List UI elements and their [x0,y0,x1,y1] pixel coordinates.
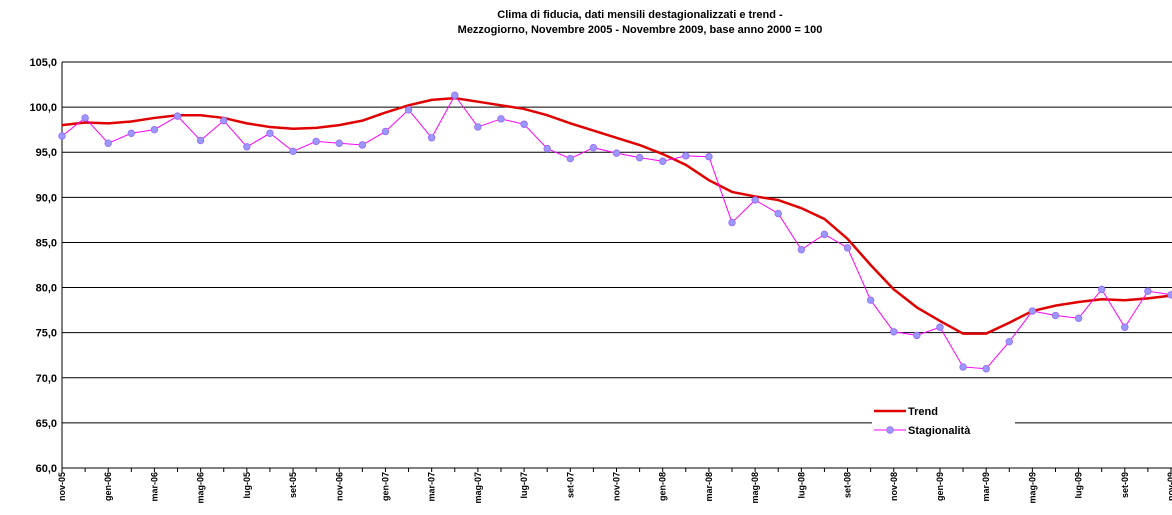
y-tick-label: 75,0 [36,328,57,340]
x-tick-label: lug-05 [242,472,252,499]
x-tick-label: mag-06 [196,472,206,504]
point [404,106,413,114]
x-tick-label: gen-07 [380,472,390,501]
point [589,144,598,152]
point [1121,323,1129,331]
point [312,137,320,146]
x-tick-label: set-05 [288,472,298,498]
point [913,331,921,340]
x-tick-label: mar-08 [704,472,714,502]
point [520,120,528,128]
legend-box [872,402,1015,440]
point [266,129,274,137]
y-tick-label: 65,0 [36,418,57,430]
chart-title: Mezzogiorno, Novembre 2005 - Novembre 20… [458,24,823,36]
y-tick-label: 85,0 [36,237,57,249]
point [890,328,898,336]
point [196,136,205,145]
point [820,230,829,239]
point [774,209,782,218]
point [335,139,343,147]
point [451,91,459,100]
point [705,153,713,161]
x-tick-label: gen-06 [103,472,113,501]
point [1028,307,1037,315]
x-tick-label: set-07 [565,472,575,498]
point [243,143,251,151]
x-tick-label: mar-06 [149,472,159,502]
point [220,116,228,125]
point [173,112,182,120]
legend-label: Trend [908,406,938,418]
point [612,149,621,157]
point [150,125,159,134]
x-tick-label: mar-09 [981,472,991,502]
point [427,134,436,142]
point [381,127,390,136]
x-tick-label: nov-06 [334,472,344,501]
x-tick-label: lug-08 [796,472,806,499]
point [1005,337,1013,346]
x-tick-label: mag-08 [750,472,760,504]
legend-marker [886,426,894,434]
x-tick-label: mag-07 [473,472,483,504]
x-tick-label: gen-09 [935,472,945,501]
x-tick-label: nov-09 [1166,472,1172,501]
y-tick-label: 100,0 [29,102,57,114]
point [936,323,944,331]
point [982,365,990,373]
point [289,147,297,156]
x-tick-label: set-08 [843,472,853,498]
point [58,132,66,140]
y-tick-label: 70,0 [36,373,57,385]
point [843,244,852,252]
x-tick-label: gen-08 [658,472,668,501]
y-tick-label: 60,0 [36,463,57,475]
point [959,363,967,371]
x-tick-label: lug-07 [519,472,529,499]
x-tick-label: nov-05 [57,472,67,501]
point [751,196,759,204]
point [728,218,736,227]
point [866,296,875,304]
point [566,154,574,163]
x-tick-label: mag-09 [1027,472,1037,504]
point [1097,285,1106,294]
x-tick-label: nov-07 [612,472,622,501]
y-tick-label: 105,0 [29,57,57,69]
point [1144,287,1152,295]
point [1167,291,1172,299]
point [659,157,667,165]
point [635,153,644,162]
point [797,245,806,254]
point [474,123,482,131]
legend-label: Stagionalità [908,425,971,437]
x-tick-label: lug-09 [1074,472,1084,499]
x-tick-label: nov-08 [889,472,899,501]
point [497,115,505,123]
y-tick-label: 80,0 [36,283,57,295]
chart-title: Clima di fiducia, dati mensili destagion… [497,9,783,21]
point [127,129,136,137]
x-tick-label: mar-07 [427,472,437,502]
point [543,144,551,153]
x-tick-label: set-09 [1120,472,1130,498]
point [1074,314,1083,322]
point [81,114,89,122]
y-tick-label: 90,0 [36,192,57,204]
point [104,139,112,147]
series-line [61,96,1172,335]
point [358,141,367,149]
series-line [61,94,1172,370]
y-tick-label: 95,0 [36,147,57,159]
point [1051,311,1060,320]
point [682,152,690,160]
